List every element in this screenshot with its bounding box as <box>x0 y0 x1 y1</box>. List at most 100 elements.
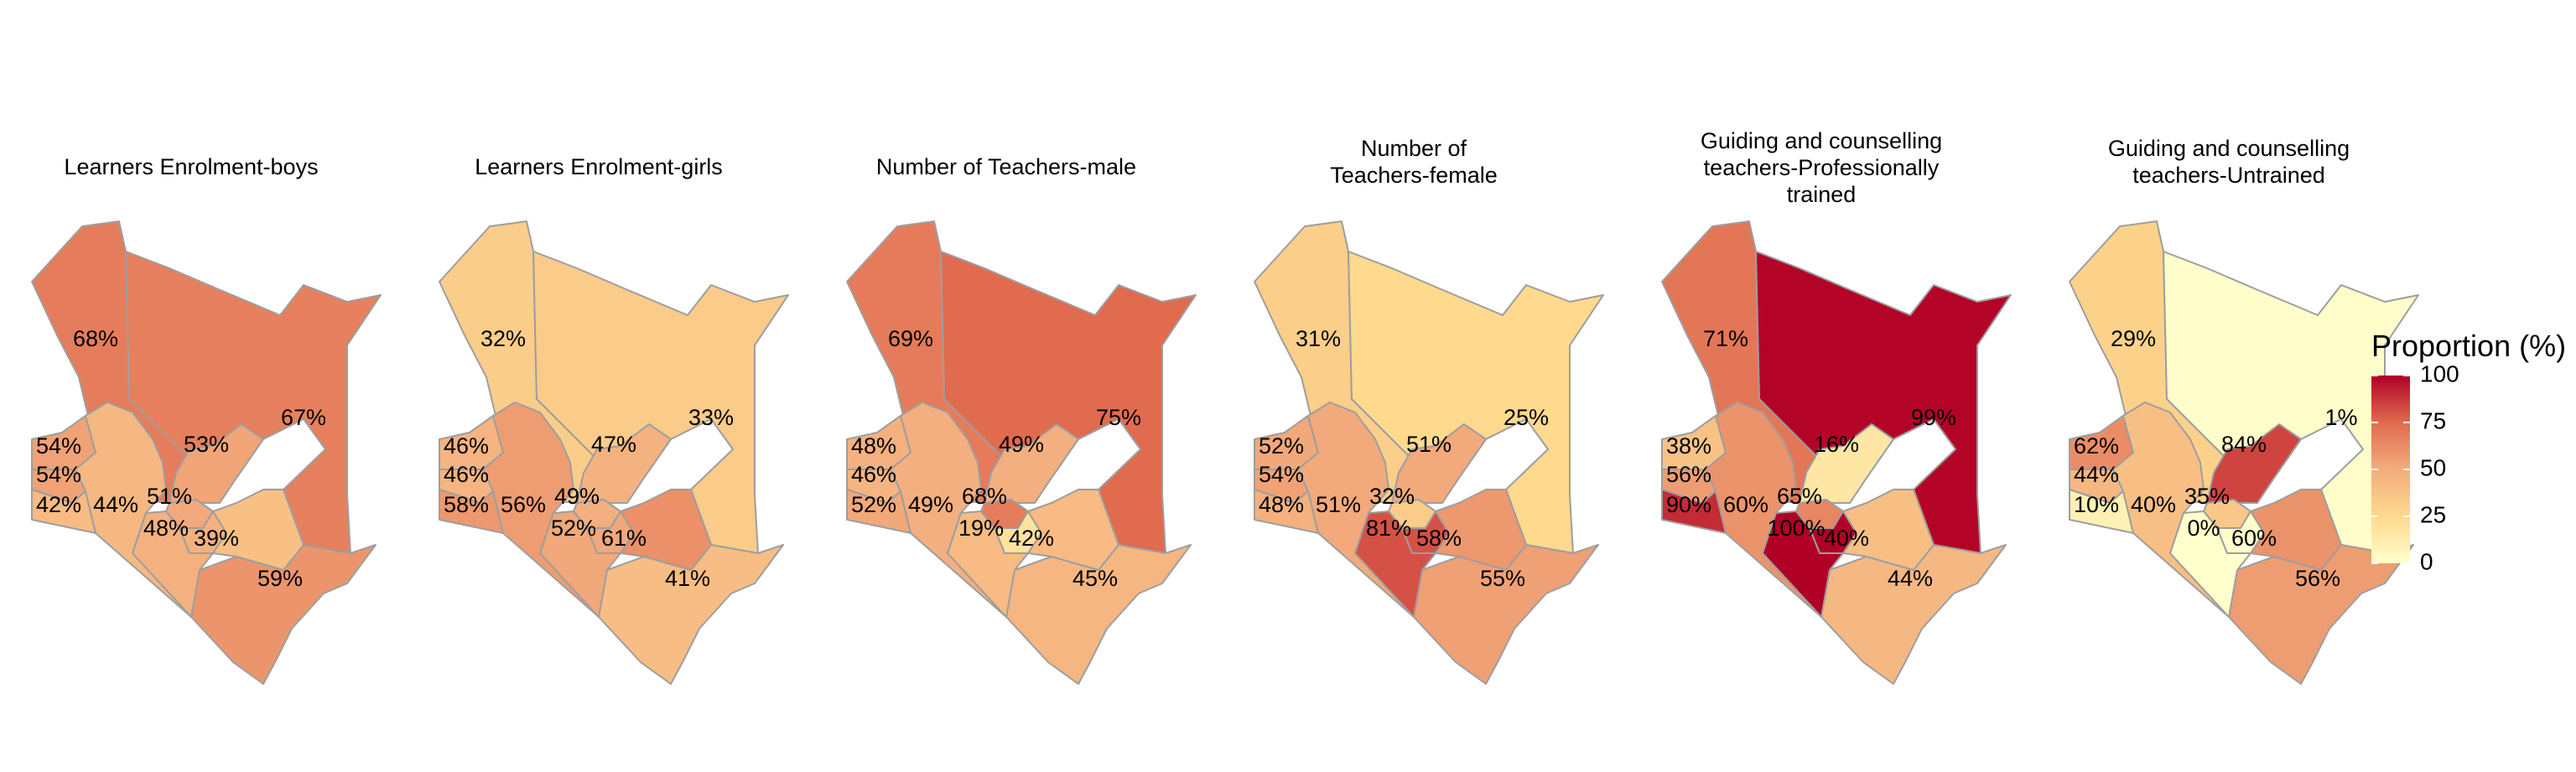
label-central-w: 49% <box>554 484 600 509</box>
label-west-bot: 48% <box>1259 492 1304 517</box>
legend-tick-label: 25 <box>2420 501 2446 527</box>
label-east-inner: 39% <box>194 526 239 551</box>
kenya-map <box>439 221 788 684</box>
panel-title: Learners Enrolment-girls <box>475 154 723 179</box>
legend-tick-label: 50 <box>2420 454 2446 480</box>
map-panels: Learners Enrolment-boys 68% 67% 54% 54% 42% 44… <box>32 128 2418 684</box>
label-central-w: 68% <box>962 484 1007 509</box>
label-west-mid: 56% <box>1666 462 1711 487</box>
label-west-top: 48% <box>851 433 896 459</box>
label-west-top: 52% <box>1259 433 1304 459</box>
label-coast: 56% <box>2295 566 2340 591</box>
panel-title: Teachers-female <box>1330 163 1498 188</box>
panel-title: Learners Enrolment-boys <box>64 154 318 179</box>
label-west-mid: 54% <box>1259 462 1304 487</box>
region-central-n <box>984 424 1078 503</box>
label-northeast: 25% <box>1504 405 1549 430</box>
panel-title: teachers-Untrained <box>2132 163 2325 188</box>
kenya-map <box>847 221 1196 684</box>
label-west-mid: 46% <box>444 462 489 487</box>
map-panel-5: Guiding and counsellingteachers-Professi… <box>1662 128 2011 684</box>
kenya-map <box>32 221 381 684</box>
map-panel-6: Guiding and counsellingteachers-Untraine… <box>2070 136 2418 684</box>
label-central-w: 65% <box>1777 484 1822 509</box>
label-east-inner: 58% <box>1416 526 1462 551</box>
label-east-inner: 61% <box>601 526 647 551</box>
region-central-s <box>2170 511 2251 617</box>
panel-title: Guiding and counselling <box>1701 128 1942 153</box>
region-east-inner <box>1843 490 1934 570</box>
label-west-mid: 44% <box>2074 462 2119 487</box>
label-northeast: 75% <box>1096 405 1141 430</box>
region-east-inner <box>1436 490 1526 570</box>
label-west-bot: 10% <box>2074 492 2119 517</box>
map-panel-2: Learners Enrolment-girls 32% 33% 46% 46% 58% 5… <box>439 154 788 684</box>
legend: Proportion (%) 100 75 50 25 0 <box>2371 329 2566 574</box>
label-west-bot: 52% <box>851 492 896 517</box>
label-west-mid: 54% <box>36 462 81 487</box>
label-central-s: 0% <box>2187 516 2220 541</box>
legend-tick-label: 0 <box>2420 548 2433 574</box>
label-northeast: 1% <box>2324 405 2357 430</box>
region-east-inner <box>621 490 711 570</box>
label-northeast: 33% <box>688 405 734 430</box>
label-central-s: 81% <box>1366 516 1411 541</box>
label-northwest: 31% <box>1296 326 1341 351</box>
label-west-top: 38% <box>1666 433 1711 459</box>
map-panel-1: Learners Enrolment-boys 68% 67% 54% 54% 42% 44… <box>32 154 381 684</box>
map-panel-3: Number of Teachers-male 69% 75% 48% 46% 52% 49… <box>847 154 1196 684</box>
label-west-bot: 42% <box>36 492 81 517</box>
label-central-s: 19% <box>958 516 1004 541</box>
label-northwest: 32% <box>480 326 526 351</box>
label-central-n: 84% <box>2221 432 2267 457</box>
region-central-n <box>1800 424 1893 503</box>
label-central-n: 53% <box>184 432 229 457</box>
region-central-s <box>948 511 1028 617</box>
label-northwest: 29% <box>2111 326 2156 351</box>
region-central-n <box>169 424 263 503</box>
label-coast: 59% <box>257 566 303 591</box>
label-northeast: 99% <box>1911 405 1956 430</box>
label-northwest: 71% <box>1703 326 1748 351</box>
label-coast: 41% <box>665 566 710 591</box>
label-central-w: 35% <box>2184 484 2230 509</box>
label-northwest: 68% <box>73 326 118 351</box>
label-rift: 49% <box>908 492 953 517</box>
region-central-n <box>1392 424 1486 503</box>
region-east-inner <box>1028 490 1119 570</box>
panel-title: Number of <box>1361 136 1467 161</box>
legend-title: Proportion (%) <box>2371 329 2566 363</box>
label-central-n: 51% <box>1406 432 1452 457</box>
region-central-s <box>1355 511 1436 617</box>
label-west-top: 46% <box>444 433 489 459</box>
panel-title: teachers-Professionally <box>1704 155 1940 180</box>
label-rift: 56% <box>501 492 546 517</box>
label-rift: 60% <box>1723 492 1768 517</box>
legend-tick-label: 100 <box>2420 360 2459 386</box>
region-central-s <box>1763 511 1843 617</box>
label-rift: 40% <box>2131 492 2176 517</box>
label-west-top: 62% <box>2074 433 2119 459</box>
label-central-n: 47% <box>591 432 636 457</box>
label-central-n: 49% <box>999 432 1044 457</box>
label-east-inner: 42% <box>1009 526 1054 551</box>
label-coast: 45% <box>1072 566 1118 591</box>
label-west-top: 54% <box>36 433 81 459</box>
kenya-map <box>1662 221 2011 684</box>
region-central-n <box>577 424 671 503</box>
label-northwest: 69% <box>888 326 933 351</box>
label-northeast: 67% <box>281 405 326 430</box>
label-west-bot: 58% <box>444 492 489 517</box>
label-west-mid: 46% <box>851 462 896 487</box>
label-east-inner: 60% <box>2231 526 2277 551</box>
label-rift: 44% <box>93 492 138 517</box>
label-central-s: 48% <box>143 516 189 541</box>
kenya-map <box>2070 221 2418 684</box>
region-east-inner <box>2251 490 2341 570</box>
label-coast: 55% <box>1480 566 1525 591</box>
region-east-inner <box>213 490 304 570</box>
label-coast: 44% <box>1888 566 1933 591</box>
label-west-bot: 90% <box>1666 492 1711 517</box>
legend-tick-label: 75 <box>2420 407 2446 433</box>
